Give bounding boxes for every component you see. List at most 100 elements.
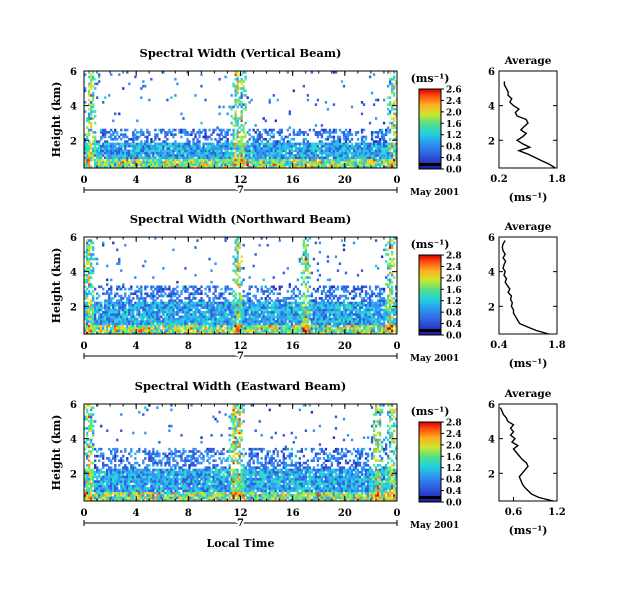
heatmap-cell bbox=[373, 161, 375, 164]
heatmap-cell bbox=[357, 145, 359, 148]
heatmap-cell bbox=[387, 143, 389, 146]
heatmap-cell bbox=[90, 292, 92, 295]
heatmap-cell bbox=[389, 156, 391, 159]
heatmap-cell bbox=[377, 99, 379, 102]
heatmap-cell bbox=[391, 163, 393, 166]
heatmap-cell bbox=[206, 302, 208, 305]
heatmap-cell bbox=[283, 311, 285, 314]
heatmap-cell bbox=[144, 152, 146, 155]
heatmap-cell bbox=[385, 150, 387, 153]
heatmap-cell bbox=[198, 140, 200, 143]
heatmap-cell bbox=[345, 322, 347, 325]
heatmap-cell bbox=[160, 309, 162, 312]
heatmap-cell bbox=[373, 73, 375, 76]
heatmap-cell bbox=[311, 329, 313, 332]
heatmap-cell bbox=[140, 318, 142, 321]
heatmap-cell bbox=[186, 131, 188, 134]
heatmap-cell bbox=[265, 159, 267, 162]
heatmap-cell bbox=[158, 295, 160, 298]
heatmap-cell bbox=[367, 329, 369, 332]
heatmap-cell bbox=[118, 313, 120, 316]
heatmap-cell bbox=[341, 286, 343, 289]
heatmap-cell bbox=[186, 297, 188, 300]
heatmap-cell bbox=[112, 318, 114, 321]
heatmap-cell bbox=[156, 286, 158, 289]
heatmap-cell bbox=[220, 131, 222, 134]
heatmap-cell bbox=[251, 152, 253, 155]
heatmap-cell bbox=[90, 101, 92, 104]
heatmap-cell bbox=[92, 318, 94, 321]
heatmap-cell bbox=[329, 131, 331, 134]
heatmap-cell bbox=[329, 286, 331, 289]
heatmap-cell bbox=[285, 306, 287, 309]
heatmap-cell bbox=[226, 288, 228, 291]
heatmap-cell bbox=[389, 113, 391, 116]
heatmap-cell bbox=[170, 156, 172, 159]
heatmap-cell bbox=[142, 325, 144, 328]
heatmap-cell bbox=[273, 94, 275, 97]
heatmap-cell bbox=[164, 133, 166, 136]
heatmap-cell bbox=[166, 320, 168, 323]
heatmap-cell bbox=[228, 322, 230, 325]
heatmap-cell bbox=[383, 161, 385, 164]
heatmap-cell bbox=[267, 159, 269, 162]
heatmap-cell bbox=[279, 320, 281, 323]
heatmap-cell bbox=[134, 133, 136, 136]
heatmap-cell bbox=[126, 156, 128, 159]
heatmap-cell bbox=[273, 288, 275, 291]
heatmap-cell bbox=[277, 99, 279, 102]
heatmap-cell bbox=[92, 272, 94, 275]
heatmap-cell bbox=[247, 309, 249, 312]
heatmap-cell bbox=[275, 316, 277, 319]
heatmap-cell bbox=[202, 147, 204, 150]
heatmap-cell bbox=[315, 304, 317, 307]
heatmap-cell bbox=[236, 325, 238, 328]
heatmap-cell bbox=[148, 161, 150, 164]
heatmap-cell bbox=[176, 150, 178, 153]
heatmap-cell bbox=[86, 117, 88, 120]
heatmap-cell bbox=[162, 325, 164, 328]
heatmap-cell bbox=[305, 249, 307, 252]
heatmap-cell bbox=[146, 138, 148, 141]
heatmap-cell bbox=[158, 159, 160, 162]
heatmap-cell bbox=[271, 327, 273, 330]
heatmap-cell bbox=[325, 320, 327, 323]
heatmap-cell bbox=[327, 260, 329, 263]
heatmap-cell bbox=[186, 316, 188, 319]
heatmap-cell bbox=[196, 161, 198, 164]
heatmap-cell bbox=[90, 253, 92, 256]
heatmap-cell bbox=[291, 318, 293, 321]
heatmap-cell bbox=[204, 156, 206, 159]
heatmap-cell bbox=[90, 83, 92, 86]
heatmap-cell bbox=[271, 313, 273, 316]
heatmap-cell bbox=[236, 279, 238, 282]
heatmap-cell bbox=[114, 113, 116, 116]
heatmap-cell bbox=[94, 163, 96, 166]
heatmap-cell bbox=[232, 124, 234, 127]
heatmap-cell bbox=[182, 311, 184, 314]
heatmap-cell bbox=[339, 329, 341, 332]
heatmap-cell bbox=[393, 108, 395, 111]
heatmap-cell bbox=[162, 302, 164, 305]
heatmap-cell bbox=[387, 129, 389, 132]
heatmap-cell bbox=[152, 145, 154, 148]
heatmap-cell bbox=[88, 302, 90, 305]
heatmap-cell bbox=[241, 304, 243, 307]
heatmap-cell bbox=[345, 325, 347, 328]
heatmap-cell bbox=[307, 145, 309, 148]
heatmap-cell bbox=[301, 272, 303, 275]
heatmap-cell bbox=[206, 147, 208, 150]
heatmap-cell bbox=[208, 145, 210, 148]
heatmap-cell bbox=[88, 83, 90, 86]
heatmap-cell bbox=[319, 297, 321, 300]
heatmap-cell bbox=[234, 258, 236, 261]
heatmap-cell bbox=[377, 147, 379, 150]
heatmap-cell bbox=[243, 290, 245, 293]
heatmap-cell bbox=[150, 145, 152, 148]
heatmap-cell bbox=[335, 255, 337, 258]
heatmap-cell bbox=[255, 163, 257, 166]
heatmap-cell bbox=[327, 150, 329, 153]
heatmap-cell bbox=[259, 299, 261, 302]
heatmap-cell bbox=[222, 163, 224, 166]
heatmap-cell bbox=[90, 304, 92, 307]
